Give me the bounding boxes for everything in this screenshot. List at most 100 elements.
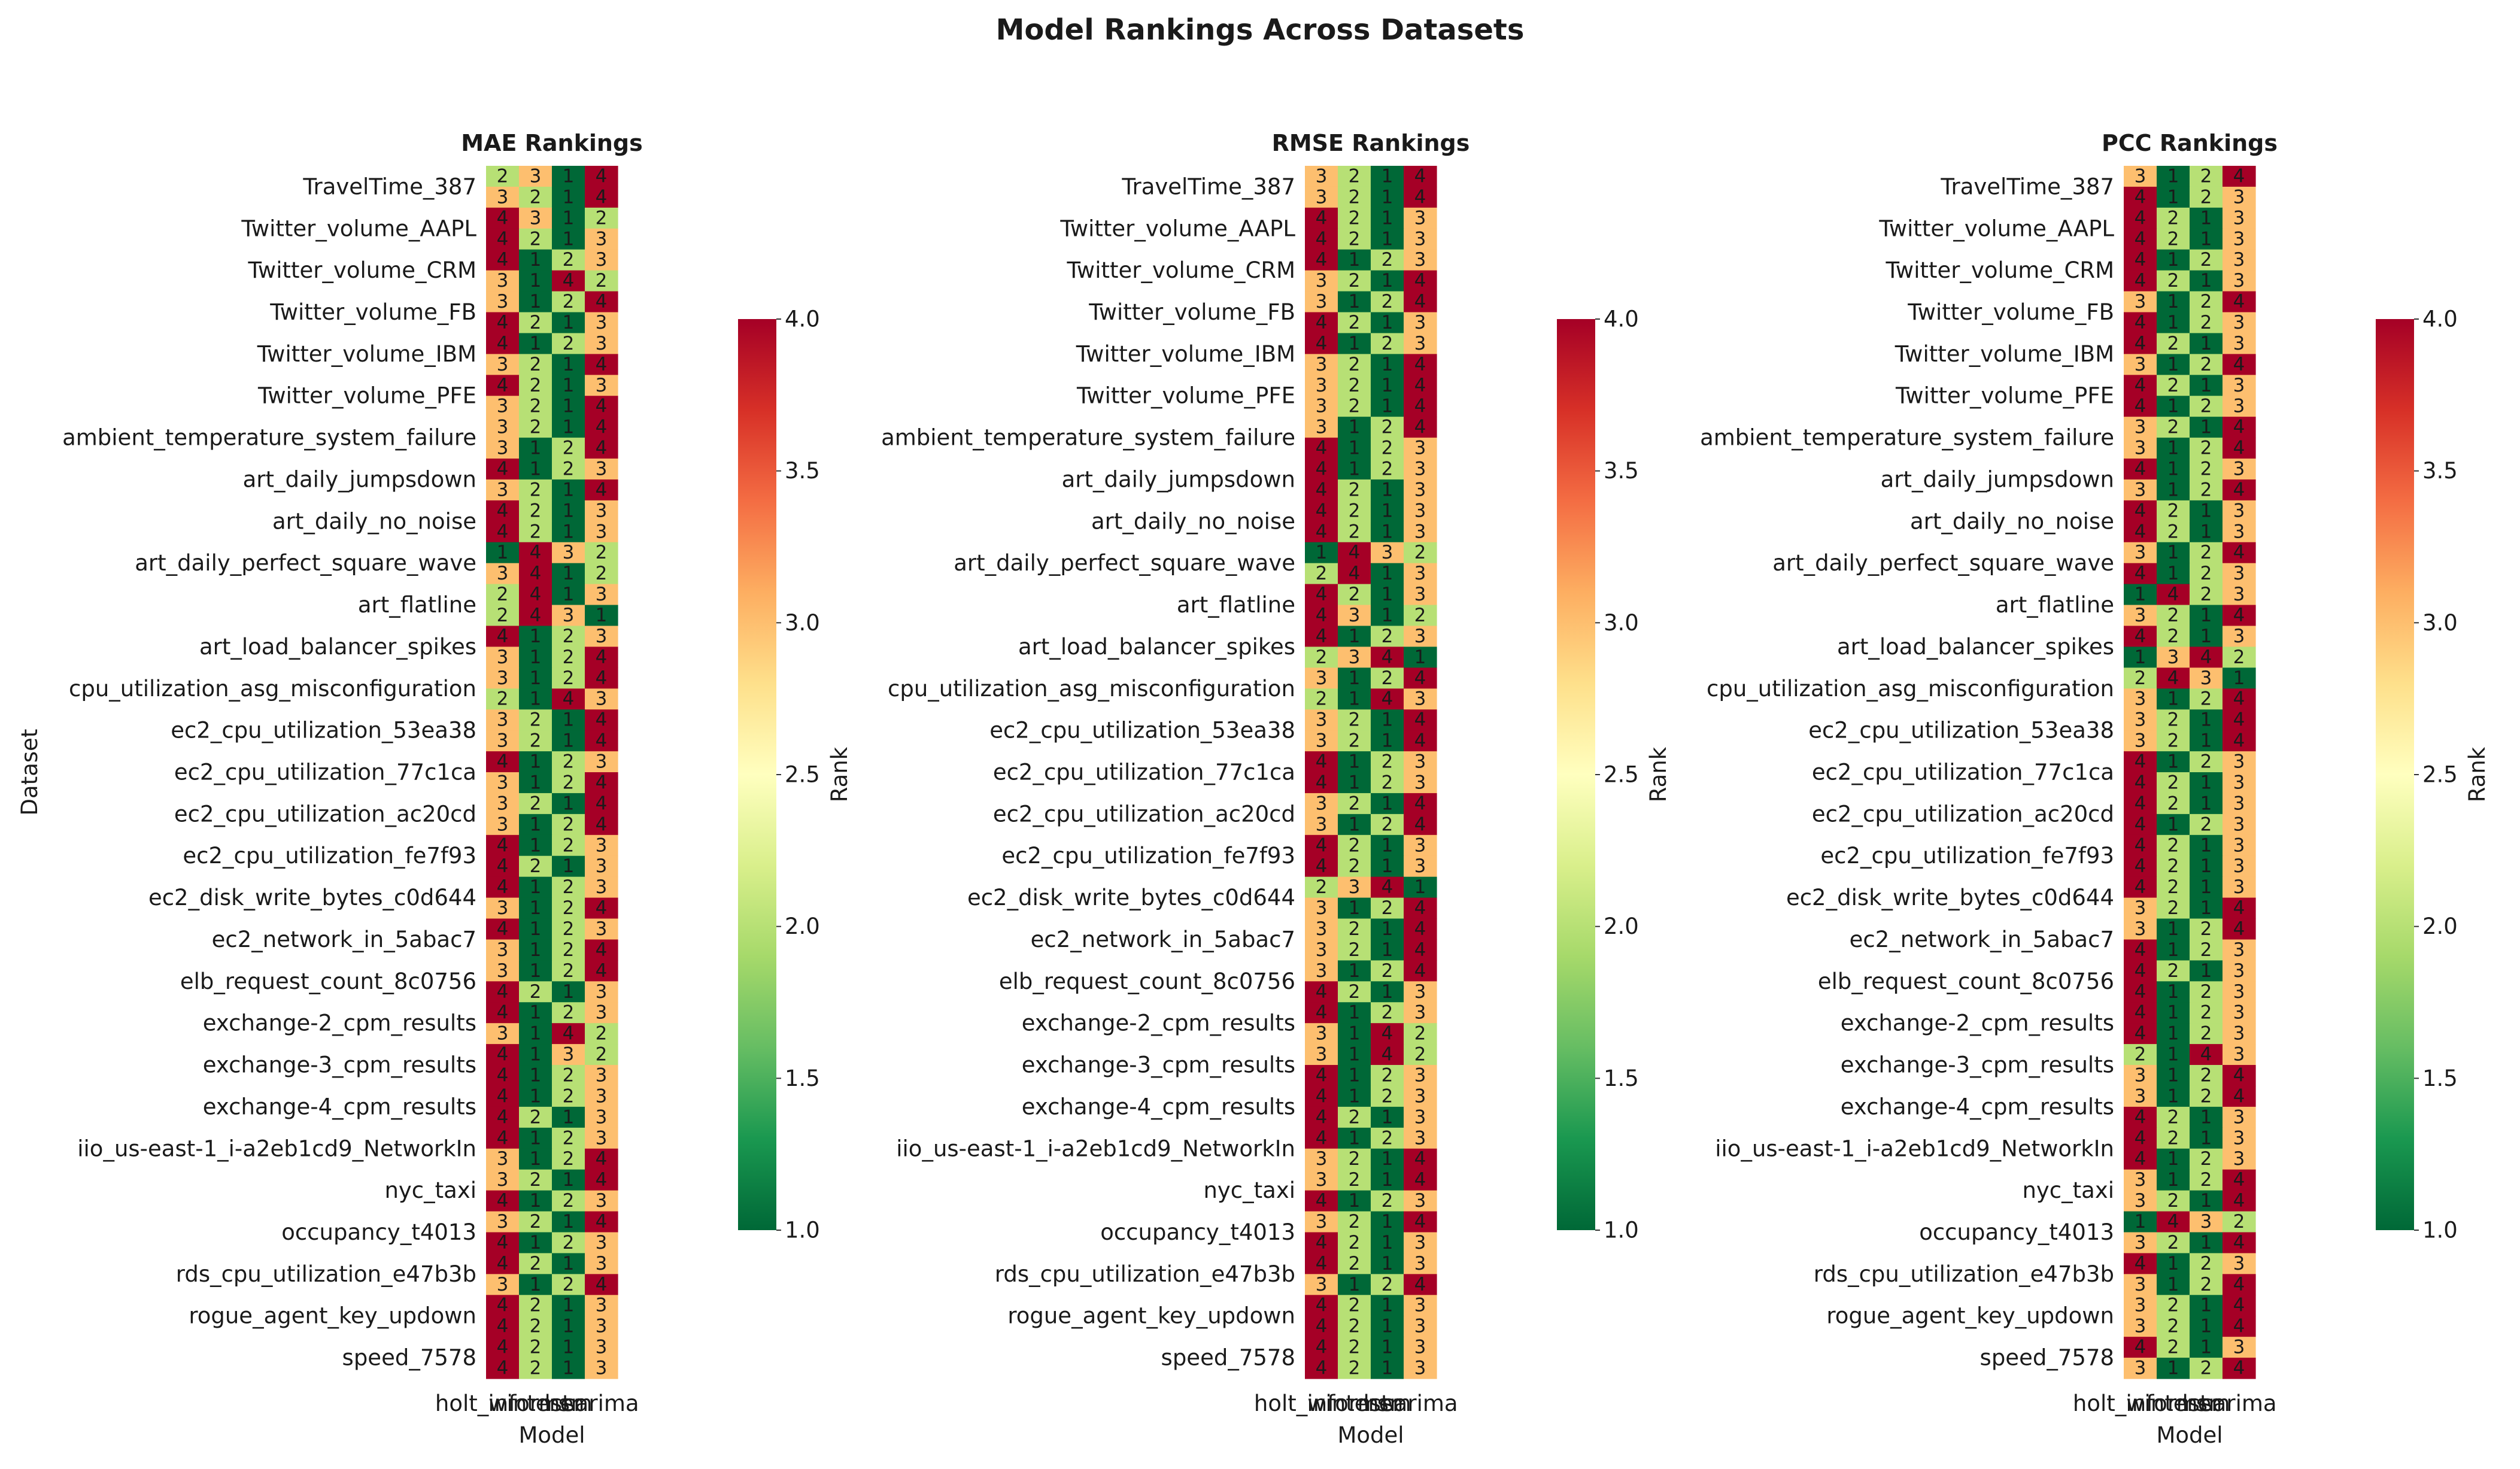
cell-value: 3	[2233, 207, 2245, 229]
cell-value: 1	[563, 1169, 575, 1191]
heatmap-cell	[1338, 166, 1371, 187]
cell-value: 2	[563, 1274, 575, 1295]
colorbar-tick-label: 1.0	[1604, 1218, 1639, 1243]
heatmap-cell	[2157, 186, 2190, 208]
cell-value: 2	[530, 417, 542, 438]
cell-value: 4	[1382, 647, 1393, 668]
heatmap-cell	[2190, 1127, 2223, 1149]
heatmap-cell	[2124, 1232, 2157, 1254]
cell-value: 3	[530, 165, 542, 187]
cell-value: 4	[2135, 375, 2146, 396]
heatmap-cell	[519, 751, 552, 773]
cell-value: 4	[1414, 270, 1426, 292]
heatmap-cell	[552, 270, 585, 292]
heatmap-cell	[2157, 834, 2190, 857]
colorbar-tick-label: 3.5	[785, 458, 820, 484]
heatmap-cell	[519, 375, 552, 396]
heatmap-cell	[519, 1169, 552, 1191]
heatmap-cell	[1338, 333, 1371, 354]
cell-value: 4	[1316, 459, 1328, 480]
heatmap-cell	[2157, 667, 2190, 689]
cell-value: 1	[2167, 249, 2179, 271]
heatmap-cell	[2124, 1295, 2157, 1316]
cell-value: 4	[2233, 291, 2245, 312]
cell-value: 3	[2135, 1316, 2146, 1337]
heatmap-cell	[1371, 939, 1404, 961]
heatmap-cell	[2190, 1253, 2223, 1274]
heatmap-cell	[2190, 186, 2223, 208]
heatmap-cell	[1371, 960, 1404, 982]
heatmap-cell	[2124, 605, 2157, 627]
heatmap-cell	[2223, 751, 2256, 773]
heatmap-cell	[2190, 249, 2223, 271]
cell-value: 3	[2135, 730, 2146, 752]
cell-value: 4	[596, 186, 608, 208]
cell-value: 1	[530, 459, 542, 480]
cell-value: 1	[563, 584, 575, 605]
heatmap-cell	[519, 855, 552, 878]
heatmap-cell	[585, 228, 618, 250]
heatmap-cell	[552, 459, 585, 480]
cell-value: 3	[2233, 626, 2245, 647]
cell-value: 4	[2233, 897, 2245, 919]
heatmap-cell	[2124, 751, 2157, 773]
cell-value: 2	[2200, 918, 2212, 940]
cell-value: 2	[2200, 1002, 2212, 1024]
heatmap-cell	[1305, 438, 1338, 459]
heatmap-cell	[1305, 291, 1338, 313]
row-label: nyc_taxi	[1203, 1177, 1295, 1203]
row-label: rogue_agent_key_updown	[189, 1303, 476, 1329]
heatmap-cell	[2157, 1232, 2190, 1254]
cell-value: 4	[497, 981, 509, 1003]
cell-value: 4	[2233, 1295, 2245, 1316]
heatmap-cell	[2223, 1002, 2256, 1024]
heatmap-cell	[1404, 1358, 1437, 1379]
heatmap-cell	[1371, 1044, 1404, 1066]
heatmap-cell	[1404, 751, 1437, 773]
heatmap-cell	[1371, 249, 1404, 271]
heatmap-cell	[519, 186, 552, 208]
cell-value: 4	[596, 291, 608, 312]
heatmap-cell	[552, 730, 585, 752]
cell-value: 4	[596, 1211, 608, 1233]
heatmap-cell	[1305, 1106, 1338, 1128]
cell-value: 3	[2167, 647, 2179, 668]
heatmap-cell	[2124, 563, 2157, 585]
colorbar-tick-label: 4.0	[785, 306, 820, 332]
heatmap-cell	[486, 1295, 520, 1316]
heatmap-cell	[2124, 1002, 2157, 1024]
heatmap-cell	[1305, 1023, 1338, 1045]
row-label: ec2_cpu_utilization_53ea38	[171, 718, 476, 743]
heatmap-cell	[552, 897, 585, 919]
heatmap-cell	[2223, 354, 2256, 375]
cell-value: 3	[1414, 855, 1426, 877]
heatmap-cell	[2190, 1274, 2223, 1295]
heatmap-cell	[519, 479, 552, 501]
cell-value: 3	[1349, 647, 1361, 668]
cell-value: 3	[497, 396, 509, 417]
cell-value: 4	[596, 417, 608, 438]
cell-value: 1	[2200, 1316, 2212, 1337]
cell-value: 4	[497, 333, 509, 354]
heatmap-cell	[1371, 1358, 1404, 1379]
heatmap-cell	[2190, 1085, 2223, 1107]
cell-value: 2	[2200, 688, 2212, 710]
row-label: ambient_temperature_system_failure	[881, 425, 1295, 451]
heatmap-cell	[1305, 1044, 1338, 1066]
cell-value: 4	[1316, 500, 1328, 521]
heatmap-cell	[585, 626, 618, 648]
heatmap-cell	[1371, 500, 1404, 522]
cell-value: 4	[497, 1044, 509, 1066]
heatmap-cell	[2223, 626, 2256, 648]
row-label: Twitter_volume_CRM	[1885, 257, 2114, 283]
cell-value: 4	[2135, 939, 2146, 961]
heatmap-cell	[2223, 667, 2256, 689]
cell-value: 2	[530, 1253, 542, 1274]
heatmap-cell	[486, 793, 520, 815]
cell-value: 4	[596, 814, 608, 835]
heatmap-cell	[1371, 375, 1404, 396]
cell-value: 3	[497, 960, 509, 982]
cell-value: 4	[2135, 1023, 2146, 1045]
